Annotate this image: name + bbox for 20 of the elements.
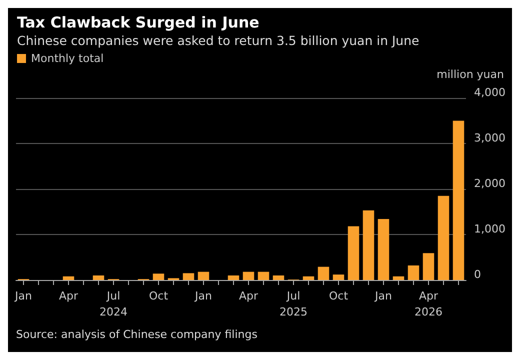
x-tick-label: Jan	[14, 290, 32, 302]
y-axis-title: million yuan	[436, 68, 504, 81]
x-tick-label: Apr	[238, 290, 258, 302]
legend-label: Monthly total	[31, 52, 104, 65]
x-tick-label: Jul 2024	[100, 290, 128, 318]
y-tick-label: 4,000	[474, 86, 506, 99]
x-tick-label: Apr	[58, 290, 78, 302]
y-tick-label: 1,000	[474, 222, 506, 236]
x-tick-label: Oct	[148, 290, 169, 302]
source-note: Source: analysis of Chinese company filings	[16, 328, 258, 341]
y-tick-label: 3,000	[474, 132, 506, 144]
x-tick-label: Jan	[374, 290, 392, 302]
x-tick-label: Jan	[194, 290, 212, 302]
x-tick-label: Apr 2026	[414, 290, 442, 318]
chart-title: Tax Clawback Surged in June	[17, 14, 260, 32]
y-tick-label: 0	[474, 268, 481, 281]
x-tick-label: Oct	[328, 290, 349, 302]
x-tick-label: Jul 2025	[280, 290, 308, 318]
y-tick-label: 2,000	[474, 177, 506, 190]
chart-subtitle: Chinese companies were asked to return 3.5 billion yuan in June	[17, 33, 420, 48]
